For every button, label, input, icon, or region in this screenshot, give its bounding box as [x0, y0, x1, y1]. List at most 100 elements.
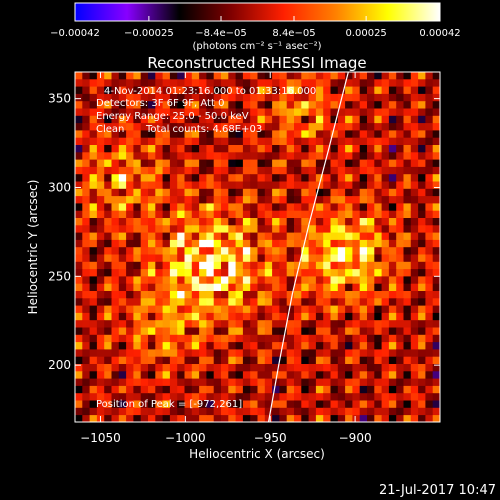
heatmap-pixel	[396, 145, 404, 153]
heatmap-pixel	[315, 196, 324, 204]
heatmap-pixel	[323, 342, 331, 350]
heatmap-pixel	[410, 291, 419, 299]
heatmap-pixel	[191, 327, 200, 336]
heatmap-pixel	[396, 385, 404, 394]
heatmap-pixel	[162, 181, 171, 190]
heatmap-pixel	[418, 291, 426, 299]
heatmap-pixel	[432, 196, 440, 204]
heatmap-pixel	[242, 188, 251, 197]
heatmap-pixel	[294, 196, 302, 204]
heatmap-pixel	[323, 305, 331, 314]
heatmap-pixel	[345, 166, 353, 175]
heatmap-pixel	[162, 254, 171, 263]
heatmap-pixel	[294, 356, 302, 365]
heatmap-pixel	[155, 349, 164, 358]
heatmap-pixel	[418, 137, 426, 146]
heatmap-pixel	[96, 298, 105, 307]
heatmap-pixel	[228, 152, 237, 161]
heatmap-pixel	[330, 254, 339, 263]
heatmap-pixel	[82, 327, 91, 336]
heatmap-pixel	[228, 181, 237, 190]
heatmap-pixel	[104, 385, 112, 394]
heatmap-pixel	[264, 291, 273, 299]
heatmap-pixel	[286, 196, 295, 204]
heatmap-pixel	[359, 239, 368, 248]
heatmap-pixel	[279, 218, 288, 226]
heatmap-pixel	[140, 334, 149, 343]
heatmap-pixel	[308, 364, 317, 372]
heatmap-pixel	[169, 181, 178, 190]
y-tick-label: 350	[48, 92, 71, 106]
heatmap-pixel	[89, 385, 98, 394]
heatmap-pixel	[148, 137, 156, 146]
heatmap-pixel	[330, 101, 339, 109]
heatmap-pixel	[250, 174, 258, 182]
heatmap-pixel	[272, 93, 280, 102]
heatmap-pixel	[381, 188, 390, 197]
heatmap-pixel	[272, 283, 280, 292]
heatmap-pixel	[388, 123, 397, 131]
heatmap-pixel	[403, 356, 412, 365]
heatmap-pixel	[272, 334, 280, 343]
heatmap-pixel	[315, 218, 324, 226]
heatmap-pixel	[308, 203, 317, 212]
heatmap-pixel	[221, 196, 229, 204]
heatmap-pixel	[199, 203, 207, 212]
heatmap-pixel	[403, 145, 412, 153]
heatmap-pixel	[242, 298, 251, 307]
heatmap-pixel	[169, 239, 178, 248]
heatmap-pixel	[374, 239, 383, 248]
heatmap-pixel	[308, 123, 317, 131]
heatmap-pixel	[294, 203, 302, 212]
heatmap-pixel	[410, 393, 419, 401]
heatmap-pixel	[359, 115, 368, 124]
heatmap-pixel	[184, 327, 193, 336]
heatmap-pixel	[286, 115, 295, 124]
heatmap-pixel	[199, 108, 207, 117]
heatmap-pixel	[184, 145, 193, 153]
heatmap-pixel	[301, 72, 310, 80]
heatmap-pixel	[367, 276, 375, 285]
heatmap-pixel	[279, 385, 288, 394]
heatmap-pixel	[162, 159, 171, 168]
heatmap-pixel	[264, 188, 273, 197]
heatmap-pixel	[89, 108, 98, 117]
heatmap-pixel	[162, 349, 171, 358]
heatmap-pixel	[374, 393, 383, 401]
heatmap-pixel	[308, 166, 317, 175]
heatmap-pixel	[82, 378, 91, 387]
heatmap-pixel	[206, 342, 215, 350]
heatmap-pixel	[104, 101, 112, 109]
heatmap-pixel	[323, 239, 331, 248]
heatmap-pixel	[96, 276, 105, 285]
heatmap-pixel	[337, 218, 346, 226]
heatmap-pixel	[199, 72, 207, 80]
heatmap-pixel	[257, 130, 266, 139]
heatmap-pixel	[374, 415, 383, 422]
heatmap-pixel	[272, 400, 280, 409]
heatmap-pixel	[337, 312, 346, 321]
heatmap-pixel	[352, 349, 361, 358]
heatmap-pixel	[96, 385, 105, 394]
heatmap-pixel	[294, 312, 302, 321]
heatmap-pixel	[184, 261, 193, 270]
heatmap-pixel	[257, 93, 266, 102]
heatmap-pixel	[140, 261, 149, 270]
heatmap-pixel	[410, 152, 419, 161]
heatmap-pixel	[403, 86, 412, 95]
heatmap-pixel	[323, 196, 331, 204]
heatmap-pixel	[359, 385, 368, 394]
heatmap-pixel	[250, 342, 258, 350]
heatmap-pixel	[162, 225, 171, 234]
heatmap-pixel	[228, 79, 237, 88]
heatmap-pixel	[330, 349, 339, 358]
heatmap-pixel	[381, 327, 390, 336]
heatmap-pixel	[162, 312, 171, 321]
heatmap-pixel	[111, 188, 120, 197]
heatmap-pixel	[381, 247, 390, 255]
heatmap-pixel	[235, 101, 244, 109]
heatmap-pixel	[89, 181, 98, 190]
heatmap-pixel	[264, 349, 273, 358]
heatmap-pixel	[213, 86, 222, 95]
heatmap-pixel	[96, 166, 105, 175]
